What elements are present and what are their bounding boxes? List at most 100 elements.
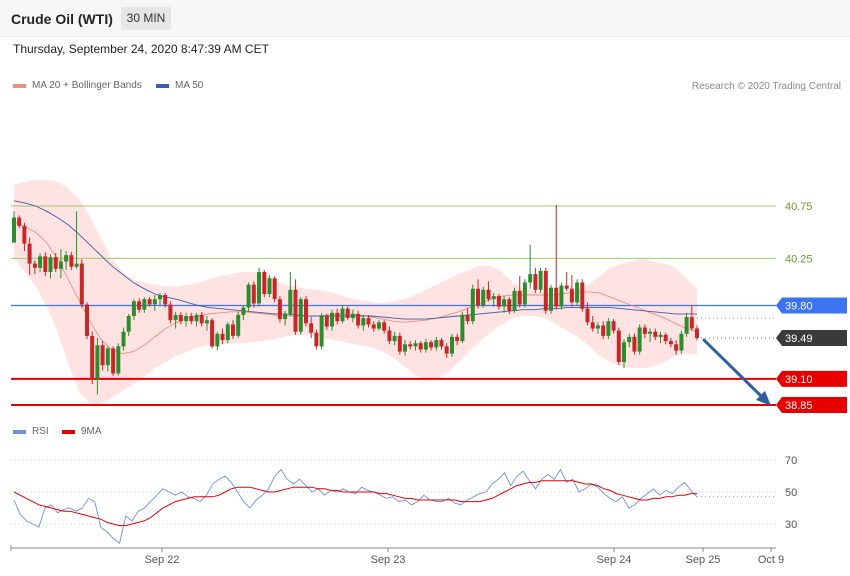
candle-body — [137, 301, 142, 310]
candle-body — [491, 296, 496, 300]
candle-body — [371, 324, 376, 329]
candle-body — [601, 325, 606, 336]
candle-body — [204, 320, 209, 324]
candle-body — [408, 344, 413, 347]
candle-body — [189, 316, 194, 322]
candle-body — [382, 322, 387, 331]
candle-body — [158, 295, 162, 300]
level-tag-bg — [776, 297, 847, 314]
9ma-swatch — [62, 429, 75, 434]
candle-body — [543, 270, 548, 311]
candle-body — [335, 312, 340, 322]
candle-body — [434, 340, 439, 348]
candle-body — [90, 335, 95, 379]
candle-body — [679, 333, 684, 351]
level-value: 38.85 — [785, 400, 813, 412]
rsi-legend-label: RSI — [32, 426, 49, 437]
candle-body — [251, 284, 256, 304]
level-tag-bg — [776, 329, 847, 346]
candle-body — [79, 263, 84, 305]
candle-body — [350, 313, 355, 319]
candle-body — [538, 270, 543, 290]
candle-body — [507, 299, 512, 311]
candle-body — [85, 304, 89, 336]
candle-body — [304, 299, 308, 324]
candle-body — [470, 288, 475, 322]
candle-body — [611, 321, 616, 331]
candle-body — [689, 317, 694, 329]
candle-body — [595, 325, 600, 329]
rsi-tick-70: 70 — [785, 455, 797, 467]
candle-body — [64, 255, 69, 262]
candle-body — [74, 263, 79, 267]
candle-body — [199, 314, 204, 324]
candle-body — [502, 299, 507, 307]
candle-body — [554, 287, 559, 307]
candle-body — [387, 330, 392, 342]
candle-body — [48, 257, 53, 272]
candle-body — [126, 316, 131, 332]
candle-body — [528, 274, 533, 283]
candle-body — [105, 348, 110, 366]
rsi-swatch — [13, 429, 26, 434]
candle-body — [345, 308, 350, 318]
level-label-38.85: 38.85 — [776, 397, 847, 413]
rsi-series-9ma — [13, 480, 697, 527]
candle-body — [377, 322, 381, 329]
candle-body — [27, 243, 32, 264]
candle-body — [533, 274, 538, 290]
candle-body — [564, 285, 569, 289]
level-label-40.25: 40.25 — [785, 253, 813, 265]
candle-body — [330, 312, 334, 327]
price-legend-ma50: MA 50 — [156, 80, 203, 91]
candle-body — [142, 299, 147, 310]
candle-body — [460, 314, 465, 342]
candle-body — [648, 331, 653, 334]
x-tick-label: Sep 24 — [597, 554, 632, 566]
candle-body — [663, 334, 668, 342]
candle-body — [236, 314, 241, 336]
instrument-title: Crude Oil (WTI) — [11, 11, 113, 27]
candle-body — [622, 342, 626, 363]
level-value: 40.75 — [785, 201, 813, 213]
candle-body — [220, 333, 225, 341]
x-tick-label: Sep 25 — [686, 554, 721, 566]
candle-body — [361, 318, 366, 326]
research-credit: Research © 2020 Trading Central — [691, 81, 841, 92]
candle-body — [585, 308, 590, 323]
candle-body — [121, 331, 126, 347]
candle-body — [674, 344, 679, 351]
level-tag-bg — [776, 370, 847, 387]
candle-body — [173, 314, 178, 321]
candle-body — [22, 225, 27, 244]
candle-body — [100, 345, 105, 366]
candle-body — [627, 336, 632, 343]
candle-body — [38, 256, 43, 268]
bollinger-legend-label: MA 20 + Bollinger Bands — [32, 80, 142, 91]
candle-body — [392, 335, 397, 342]
candle-body — [58, 261, 63, 269]
candle-body — [465, 314, 470, 322]
level-label-39.49: 39.49 — [776, 329, 847, 346]
candle-body — [12, 217, 16, 243]
candle-body — [668, 341, 673, 345]
rsi-legend-rsi: RSI — [13, 426, 49, 437]
candle-body — [481, 289, 486, 306]
level-value: 39.80 — [785, 301, 813, 313]
candle-body — [695, 328, 699, 338]
candle-body — [283, 313, 288, 320]
candle-body — [606, 321, 611, 336]
candle-body — [637, 327, 642, 352]
candles — [12, 204, 699, 395]
timeframe-button[interactable]: 30 MIN — [121, 7, 171, 30]
ma50-legend-label: MA 50 — [175, 80, 204, 91]
candle-body — [429, 342, 434, 348]
rsi-series-rsi — [13, 468, 698, 544]
candle-body — [549, 287, 553, 311]
candle-body — [246, 284, 251, 308]
x-tick-label: Oct 9 — [758, 554, 784, 566]
candle-body — [131, 301, 136, 316]
level-value: 40.25 — [785, 253, 813, 265]
candle-body — [69, 255, 74, 267]
